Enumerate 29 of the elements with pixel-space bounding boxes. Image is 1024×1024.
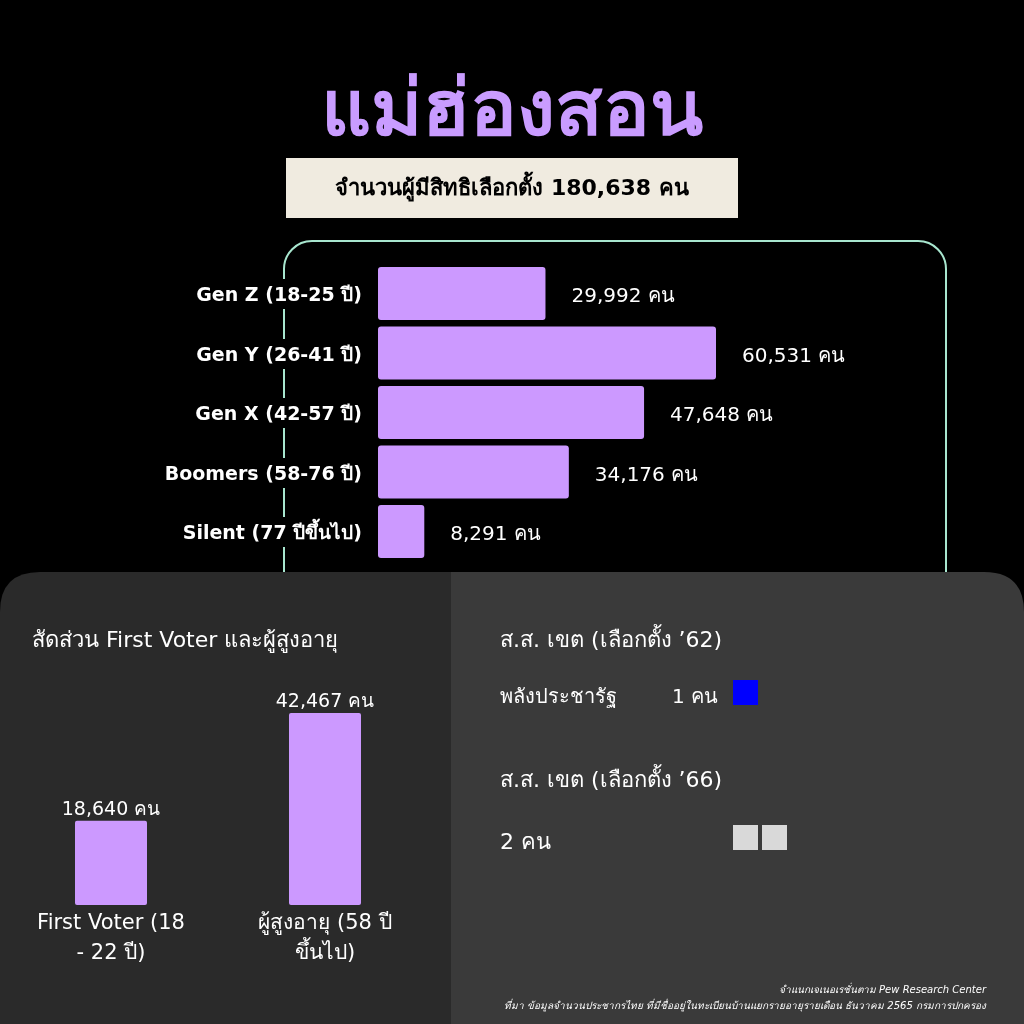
data-label: 60,531 คน [742,341,846,369]
text: 1 คน [672,683,719,710]
text: ส.ส. เขต (เลือกตั้ง ’62) [500,623,723,654]
text: จำแนกเจเนอเรชั่นตาม Pew Research Center [778,982,986,997]
y-tick-label: Gen Z (18-25 ปี) [192,279,362,309]
bar [378,505,425,558]
y-tick-label: Gen X (42-57 ปี) [191,398,362,428]
y-tick-label: Silent (77 ปีขึ้นไป) [178,517,362,547]
data-label: 47,648 คน [670,401,774,428]
x-tick-label: First Voter (18 - 22 ปี) [36,909,186,966]
bar [378,445,569,499]
data-label: 34,176 คน [594,460,699,488]
data-label: 18,640 คน [60,795,162,821]
x-tick-label: ผู้สูงอายุ (58 ปีขึ้นไป) [257,909,393,966]
bar [378,386,645,439]
bar [378,326,716,380]
text: ส.ส. เขต (เลือกตั้ง ’66) [500,763,723,794]
data-label: 8,291 คน [450,520,541,547]
chart-subtitle: จำนวนผู้มีสิทธิเลือกตั้ง 180,638 คน [286,158,738,218]
text: ที่มา ข้อมูลจำนวนประชากรไทย ที่มีชื่ออยู่ในทะเบียนบ้านแยกรายอายุรายเดือน ธันวาคม 2565 กรมการปกครอง [503,998,986,1013]
bar [378,267,546,320]
data-label: 29,992 คน [571,282,675,309]
y-tick-label: Gen Y (26-41 ปี) [192,338,362,369]
text: 2 คน [500,828,551,856]
text: พลังประชารัฐ [500,683,617,710]
y-tick-label: Boomers (58-76 ปี) [160,457,362,488]
chart-title: แม่ฮ่องสอน [320,62,704,155]
data-label: 42,467 คน [274,688,376,713]
chart-title: สัดส่วน First Voter และผู้สูงอายุ [32,626,339,655]
